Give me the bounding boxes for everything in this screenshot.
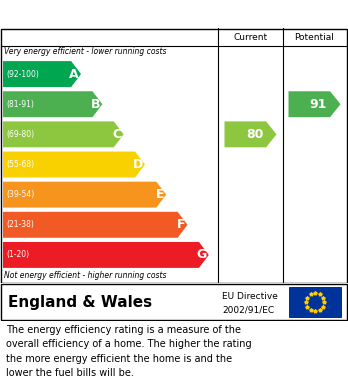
Text: England & Wales: England & Wales [8,294,152,310]
Text: Very energy efficient - lower running costs: Very energy efficient - lower running co… [4,47,166,56]
Text: EU Directive: EU Directive [222,292,278,301]
Text: (21-38): (21-38) [6,220,34,229]
Text: 80: 80 [246,128,263,141]
Text: (81-91): (81-91) [6,100,34,109]
Text: (55-68): (55-68) [6,160,34,169]
Polygon shape [224,121,277,147]
Polygon shape [3,212,188,238]
Text: B: B [91,98,100,111]
Polygon shape [3,152,145,178]
Polygon shape [3,91,102,117]
Text: The energy efficiency rating is a measure of the
overall efficiency of a home. T: The energy efficiency rating is a measur… [6,325,252,378]
Text: Current: Current [234,32,268,41]
Text: E: E [156,188,164,201]
Polygon shape [288,91,340,117]
Text: (39-54): (39-54) [6,190,34,199]
Text: G: G [197,248,207,262]
Polygon shape [3,182,166,208]
Text: A: A [69,68,79,81]
Text: (92-100): (92-100) [6,70,39,79]
Polygon shape [3,242,209,268]
Text: C: C [112,128,121,141]
Text: Not energy efficient - higher running costs: Not energy efficient - higher running co… [4,271,166,280]
Text: Energy Efficiency Rating: Energy Efficiency Rating [8,7,210,22]
Text: 2002/91/EC: 2002/91/EC [222,305,274,314]
Text: D: D [133,158,143,171]
Polygon shape [3,121,124,147]
Text: (69-80): (69-80) [6,130,34,139]
Text: F: F [177,218,185,231]
Text: (1-20): (1-20) [6,250,29,260]
Text: Potential: Potential [294,32,334,41]
Text: 91: 91 [310,98,327,111]
Polygon shape [3,61,81,87]
Bar [289,287,341,317]
